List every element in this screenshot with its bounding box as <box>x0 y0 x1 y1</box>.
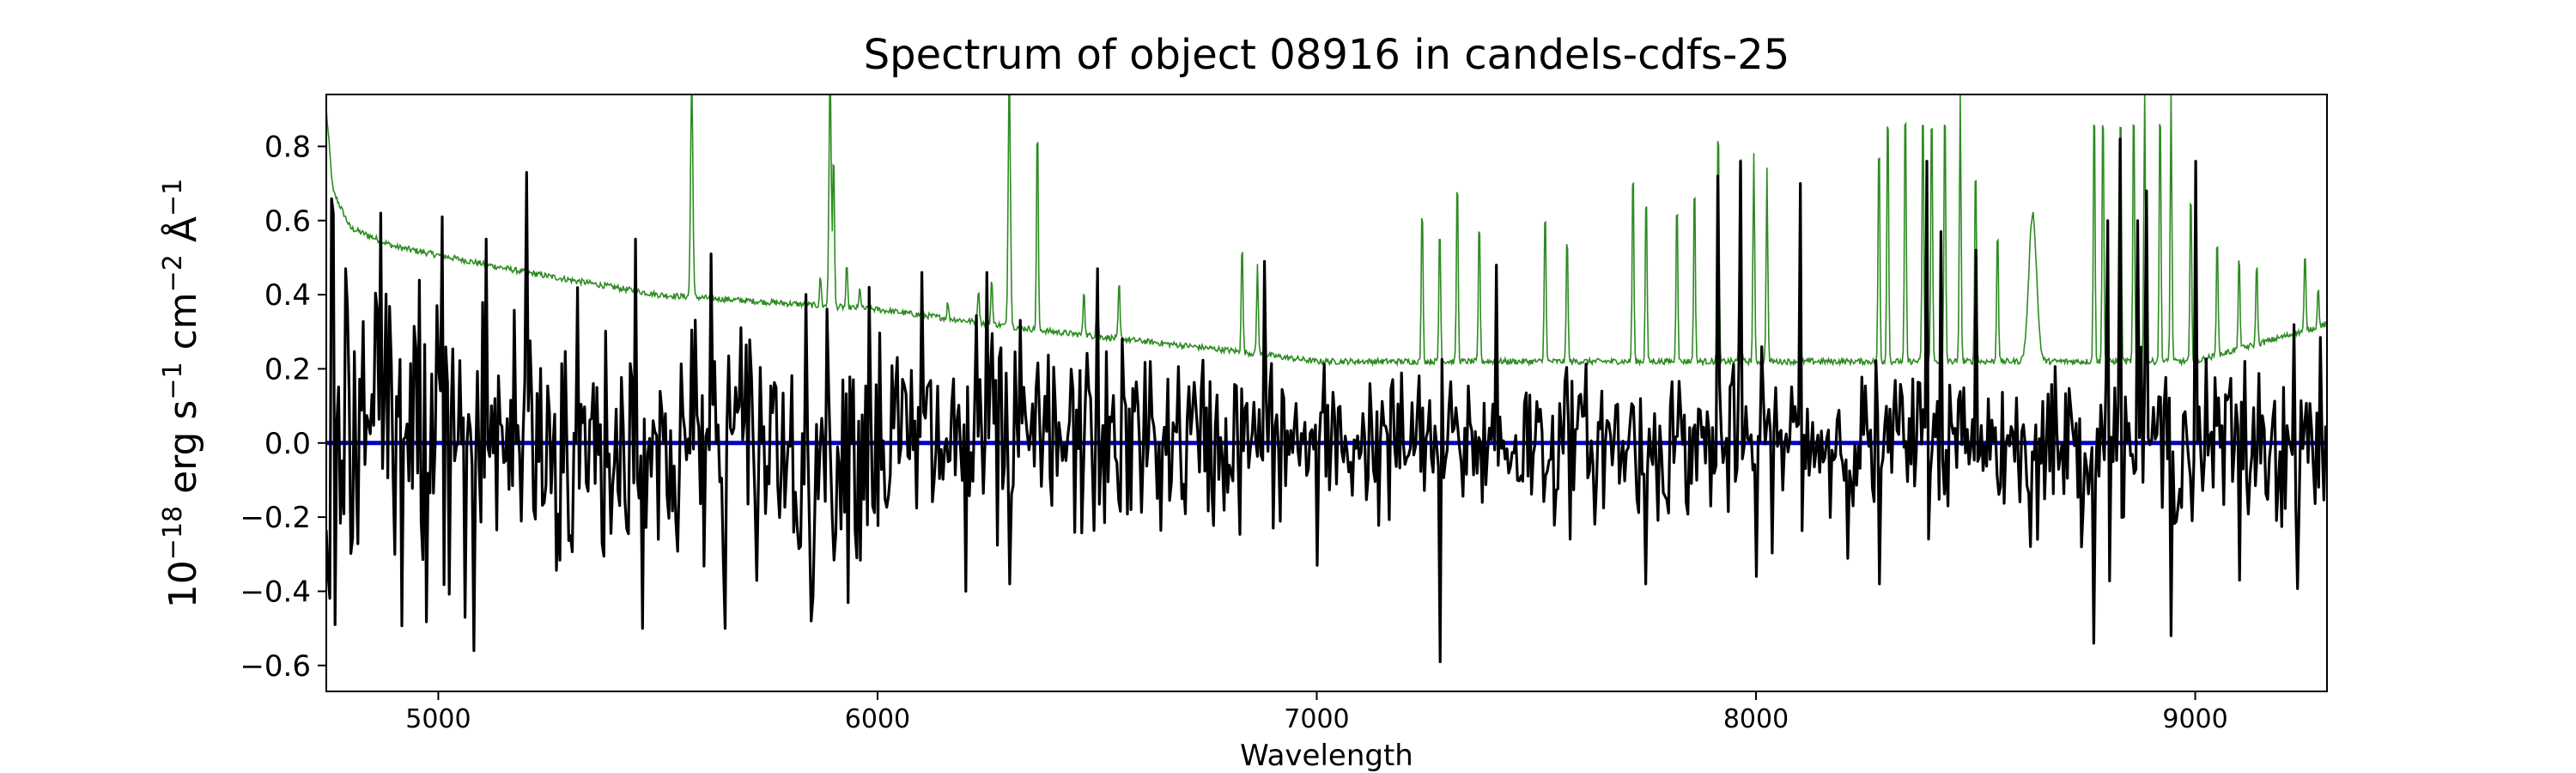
y-tick-label: 0.0 <box>264 427 311 461</box>
x-tick-label: 9000 <box>2162 704 2227 734</box>
ylabel-exponent: −18 <box>158 506 188 560</box>
y-tick-label: 0.6 <box>264 204 311 239</box>
ylabel-unit-exponent: −1 <box>158 179 188 216</box>
plot-frame <box>325 94 2328 692</box>
x-tick-label: 7000 <box>1284 704 1349 734</box>
ylabel-unit: cm <box>161 292 205 362</box>
y-tick-label: 0.4 <box>264 278 311 313</box>
x-tick-label: 8000 <box>1723 704 1789 734</box>
ylabel-unit: Å <box>160 216 205 254</box>
y-tick-label: 0.2 <box>264 352 311 386</box>
series-layer <box>326 94 2327 664</box>
chart-title: Spectrum of object 08916 in candels-cdfs… <box>864 31 1790 79</box>
ylabel-unit-exponent: −2 <box>158 254 188 292</box>
x-axis: 5000 6000 7000 8000 9000 <box>405 691 2228 734</box>
y-tick-label: 0.8 <box>264 130 311 164</box>
x-tick-label: 5000 <box>405 704 471 734</box>
error-spectrum-line <box>326 94 2327 368</box>
y-axis: −0.6 −0.4 −0.2 0.0 0.2 0.4 0.6 0.8 <box>240 130 326 684</box>
y-tick-label: −0.2 <box>240 501 311 535</box>
x-tick-label: 6000 <box>845 704 910 734</box>
ylabel-unit: erg s <box>161 400 205 506</box>
flux-spectrum-line <box>326 137 2327 664</box>
x-axis-label: Wavelength <box>1240 739 1413 773</box>
y-tick-label: −0.4 <box>240 575 311 609</box>
ylabel-unit-exponent: −1 <box>158 362 188 399</box>
ylabel-base: 10 <box>161 560 205 608</box>
y-tick-label: −0.6 <box>240 649 311 684</box>
y-axis-label: 10−18 erg s−1 cm−2 Å−1 <box>158 179 206 608</box>
